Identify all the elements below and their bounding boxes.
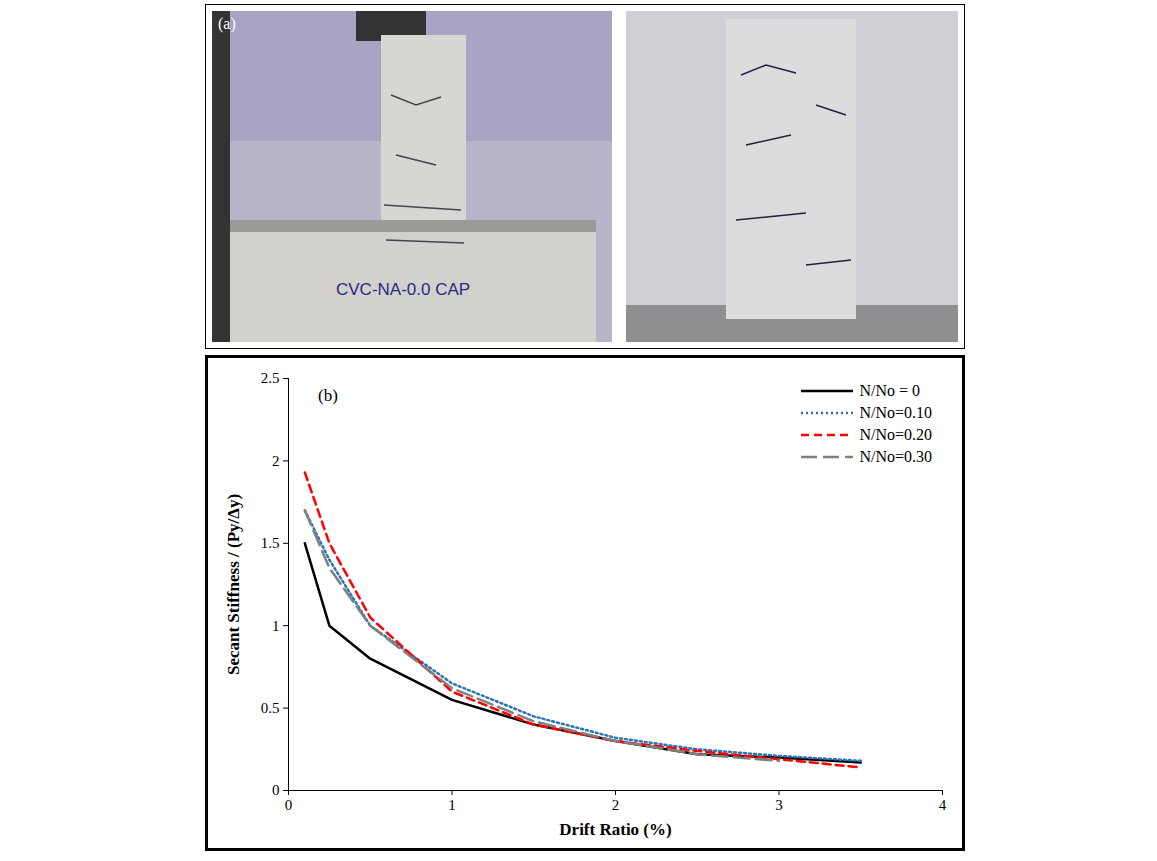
html-text:(b): (b) bbox=[318, 386, 338, 405]
html-text:N/No = 0: N/No = 0 bbox=[859, 382, 920, 399]
svg-text:CVC-NA-0.0 CAP: CVC-NA-0.0 CAP bbox=[336, 280, 470, 299]
svg-text:Drift Ratio (%): Drift Ratio (%) bbox=[559, 820, 671, 839]
svg-text:1.5: 1.5 bbox=[261, 535, 280, 551]
svg-text:3: 3 bbox=[775, 797, 783, 813]
svg-text:0.5: 0.5 bbox=[261, 700, 280, 716]
svg-text:0: 0 bbox=[285, 797, 293, 813]
html-text:N/No=0.20: N/No=0.20 bbox=[859, 426, 932, 443]
html-text:N/No=0.30: N/No=0.30 bbox=[859, 448, 932, 465]
svg-text:Secant Stiffness / (Py/Δy): Secant Stiffness / (Py/Δy) bbox=[224, 494, 243, 675]
svg-text:(a): (a) bbox=[218, 15, 236, 33]
html-text:N/No=0.10: N/No=0.10 bbox=[859, 404, 932, 421]
svg-text:2: 2 bbox=[272, 453, 280, 469]
svg-text:1: 1 bbox=[272, 618, 280, 634]
svg-text:1: 1 bbox=[448, 797, 456, 813]
svg-text:2: 2 bbox=[612, 797, 620, 813]
svg-text:0: 0 bbox=[272, 782, 280, 798]
svg-text:2.5: 2.5 bbox=[261, 370, 280, 386]
svg-text:4: 4 bbox=[939, 797, 947, 813]
